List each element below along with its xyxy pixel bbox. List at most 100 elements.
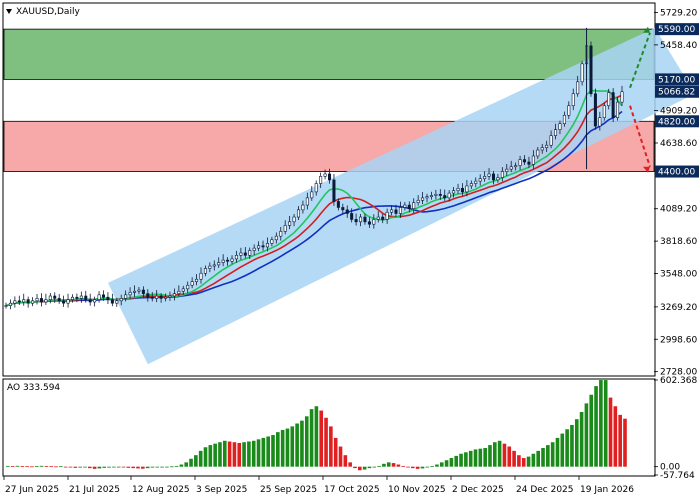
candle xyxy=(75,293,79,303)
candle-body xyxy=(4,305,8,307)
ao-bar xyxy=(25,466,29,468)
candle xyxy=(164,293,168,302)
ao-bar xyxy=(386,462,391,467)
candle-body xyxy=(367,221,371,225)
candle-body xyxy=(93,299,97,303)
candle-body xyxy=(372,219,376,225)
dropdown-triangle-icon[interactable] xyxy=(6,9,12,14)
ao-bar xyxy=(266,436,270,467)
candle xyxy=(434,189,438,200)
candle xyxy=(576,75,580,97)
ao-panel-frame xyxy=(2,378,656,477)
ao-bar xyxy=(116,466,121,468)
ao-bar xyxy=(145,466,150,469)
candle-body xyxy=(133,290,137,293)
candle-body xyxy=(460,188,464,193)
candle-body xyxy=(341,207,345,211)
candle xyxy=(359,214,363,227)
ao-bar xyxy=(169,466,174,468)
ao-bar xyxy=(319,410,324,467)
candle xyxy=(376,211,380,223)
ao-bar xyxy=(541,447,545,467)
candle xyxy=(199,267,203,284)
candle-body xyxy=(527,161,531,165)
candle xyxy=(17,295,21,305)
ao-bar xyxy=(6,465,10,467)
candle-body xyxy=(48,295,52,300)
symbol-title: XAUUSD,Daily xyxy=(16,7,80,17)
ao-bar xyxy=(584,403,589,467)
price-axis: 5729.20 5458.40 4909.20 4638.60 4089.20 3818.… xyxy=(654,8,697,378)
ao-bar xyxy=(63,466,68,468)
ao-bar xyxy=(594,386,598,467)
candle-body xyxy=(35,298,39,302)
candle xyxy=(554,123,558,140)
ao-bar xyxy=(531,453,536,467)
candle xyxy=(452,186,456,198)
candle xyxy=(616,96,620,121)
ao-bar xyxy=(150,466,155,468)
price-label: 5170.00 xyxy=(658,75,695,85)
ao-bar xyxy=(59,466,63,468)
candle xyxy=(146,289,150,302)
ao-bar xyxy=(198,450,203,467)
ao-bar xyxy=(521,458,526,467)
symbol-header[interactable]: XAUUSD,Daily xyxy=(6,7,80,17)
candle xyxy=(372,214,376,229)
candle-body xyxy=(39,298,43,303)
price-label: 4820.00 xyxy=(658,117,695,127)
candle xyxy=(190,277,194,289)
ao-bar xyxy=(131,466,135,469)
forecast-down-arrowhead xyxy=(643,166,650,173)
date-tick-label: 19 Jan 2026 xyxy=(580,485,634,495)
candle xyxy=(593,88,597,130)
candle xyxy=(137,287,141,295)
candle-body xyxy=(265,243,269,248)
ao-bar xyxy=(367,466,372,469)
candle-body xyxy=(57,298,61,302)
ao-bar xyxy=(623,418,627,467)
candle-body xyxy=(203,268,207,274)
candle-body xyxy=(106,296,110,300)
candle xyxy=(119,294,123,306)
candle xyxy=(243,247,247,259)
ao-bar xyxy=(430,465,434,467)
candle-body xyxy=(531,155,535,165)
ao-bar xyxy=(377,465,381,467)
candle-body xyxy=(616,101,620,118)
candle xyxy=(443,189,447,201)
forecast-up-arrowhead xyxy=(643,26,650,33)
price-label: 5590.00 xyxy=(658,25,695,35)
candle-body xyxy=(398,207,402,214)
candle-body xyxy=(602,105,606,118)
price-label-box xyxy=(655,73,699,86)
candle-body xyxy=(208,265,212,269)
candle xyxy=(208,262,212,273)
candle xyxy=(314,180,318,196)
candle-body xyxy=(270,239,274,244)
price-label-box xyxy=(655,165,699,178)
candle xyxy=(270,236,274,247)
candle-body xyxy=(248,250,252,256)
candle xyxy=(128,287,132,299)
candle xyxy=(602,102,606,121)
ao-bar xyxy=(30,466,34,468)
candle-body xyxy=(554,129,558,136)
ao-bar xyxy=(256,439,261,467)
candle-body xyxy=(310,191,314,199)
ao-bar xyxy=(121,466,126,468)
candle-body xyxy=(434,193,438,196)
candle-body xyxy=(456,188,460,191)
candle-body xyxy=(292,216,296,223)
ao-title: AO 333.594 xyxy=(7,383,60,393)
candle xyxy=(323,169,327,180)
candle-body xyxy=(474,180,478,184)
candle xyxy=(456,183,460,194)
candle-body xyxy=(141,289,145,294)
ao-bar xyxy=(174,465,179,467)
candle xyxy=(438,189,442,200)
ao-bar xyxy=(242,442,246,467)
candle xyxy=(106,292,110,305)
candle-body xyxy=(75,296,79,299)
